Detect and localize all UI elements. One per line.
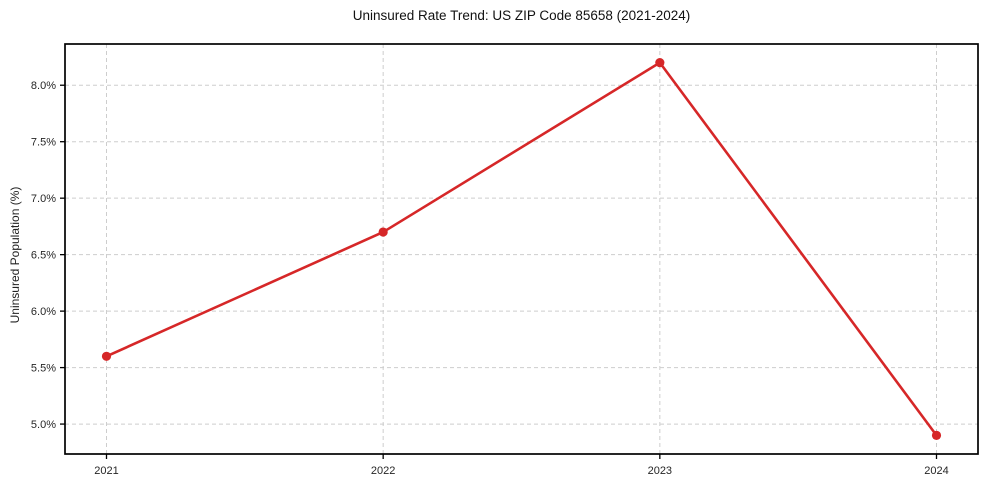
- y-tick-label: 5.0%: [31, 419, 56, 431]
- chart-title: Uninsured Rate Trend: US ZIP Code 85658 …: [352, 8, 691, 23]
- y-tick-label: 7.5%: [31, 137, 56, 149]
- plot-border: [64, 43, 979, 455]
- x-tick-label: 2021: [94, 465, 118, 477]
- y-tick-label: 7.0%: [31, 193, 56, 205]
- x-tick-label: 2023: [648, 465, 672, 477]
- data-point: [931, 430, 942, 440]
- data-point: [378, 227, 388, 237]
- trend-line: [105, 61, 938, 437]
- x-tick-label: 2024: [924, 465, 948, 477]
- y-tick-label: 6.0%: [31, 306, 56, 318]
- y-tick-label: 5.5%: [31, 363, 56, 375]
- data-point: [101, 351, 112, 361]
- y-tick-label: 6.5%: [31, 250, 56, 262]
- y-tick-label: 8.0%: [31, 80, 56, 92]
- data-point: [655, 58, 665, 68]
- x-tick-label: 2022: [371, 465, 395, 477]
